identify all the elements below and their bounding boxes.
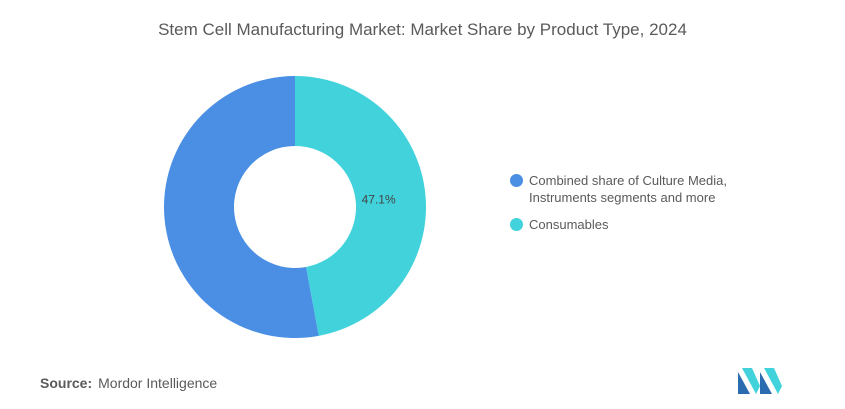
source-note: Source: Mordor Intelligence xyxy=(40,375,217,391)
source-label: Source: xyxy=(40,375,93,391)
mordor-logo-icon xyxy=(738,368,782,394)
legend-label-consumables: Consumables xyxy=(529,217,609,232)
donut-slice-consumables xyxy=(295,76,426,336)
chart-legend: Combined share of Culture Media, Instrum… xyxy=(510,172,750,243)
legend-swatch-combined xyxy=(510,174,523,187)
source-text: Mordor Intelligence xyxy=(98,375,218,391)
legend-label-combined: Combined share of Culture Media, Instrum… xyxy=(529,172,727,206)
legend-item-consumables: Consumables xyxy=(510,216,750,233)
slice-data-label: 47.1% xyxy=(362,192,396,206)
donut-slice-combined xyxy=(163,76,319,338)
legend-item-combined: Combined share of Culture Media, Instrum… xyxy=(510,172,750,206)
legend-swatch-consumables xyxy=(510,218,523,231)
legend-label-line: Instruments segments and more xyxy=(529,190,716,205)
legend-label-line: Combined share of Culture Media, xyxy=(529,173,727,188)
chart-title: Stem Cell Manufacturing Market: Market S… xyxy=(158,20,687,39)
